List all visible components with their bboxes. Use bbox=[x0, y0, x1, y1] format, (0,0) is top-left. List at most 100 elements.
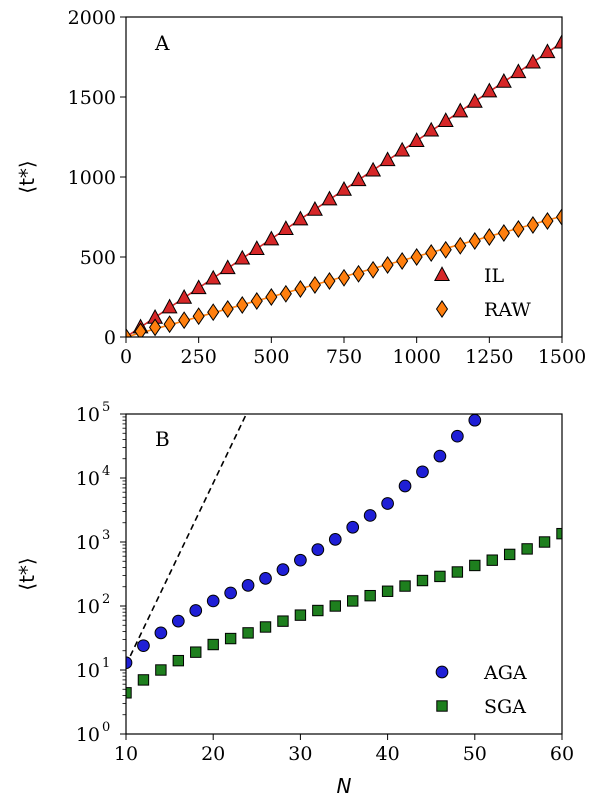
point-aga bbox=[451, 429, 464, 443]
point-sga bbox=[416, 574, 429, 587]
point-raw bbox=[207, 303, 220, 322]
point-il bbox=[277, 220, 294, 235]
point-sga bbox=[190, 646, 202, 658]
point-aga bbox=[346, 520, 360, 534]
panel-b-ylabel: ⟨t*⟩ bbox=[15, 557, 39, 590]
point-aga bbox=[276, 563, 290, 576]
panel-a-label: A bbox=[154, 31, 170, 55]
point-il bbox=[219, 259, 236, 275]
point-aga bbox=[363, 509, 377, 522]
point-aga bbox=[381, 497, 394, 510]
x-tick-label: 20 bbox=[201, 743, 225, 765]
point-sga bbox=[538, 536, 551, 548]
point-sga bbox=[155, 664, 167, 676]
point-raw bbox=[396, 252, 409, 270]
point-il bbox=[205, 269, 222, 285]
y-tick-label: 1500 bbox=[68, 87, 116, 109]
point-sga bbox=[294, 609, 307, 621]
panel-a-ticks: 0 250 500 750 1000 1250 1500 0 500 1000 1500 2000 bbox=[68, 7, 587, 368]
y-tick-label: 1000 bbox=[68, 167, 116, 189]
point-il bbox=[263, 230, 280, 246]
x-tick-label: 1250 bbox=[465, 346, 513, 368]
point-raw bbox=[221, 300, 234, 318]
point-raw bbox=[483, 228, 496, 246]
point-sga bbox=[469, 559, 481, 572]
point-sga bbox=[137, 674, 150, 686]
y-tick-label: 10 5 bbox=[76, 400, 110, 426]
point-sga bbox=[347, 595, 359, 607]
point-il bbox=[336, 180, 352, 196]
point-raw bbox=[178, 311, 191, 330]
panel-a-plot-area bbox=[126, 33, 562, 337]
point-raw bbox=[410, 248, 423, 266]
point-sga bbox=[399, 580, 411, 592]
point-aga bbox=[398, 479, 412, 493]
point-il bbox=[350, 171, 367, 187]
panel-a-frame bbox=[125, 16, 563, 338]
point-aga bbox=[294, 553, 307, 567]
point-sga bbox=[381, 585, 394, 597]
point-raw bbox=[439, 240, 452, 259]
y-tick-label: 10 0 bbox=[76, 720, 110, 746]
point-il bbox=[510, 63, 527, 79]
point-aga bbox=[328, 533, 342, 546]
point-raw bbox=[381, 256, 394, 274]
y-tick-label: 10 2 bbox=[76, 592, 110, 618]
point-aga bbox=[171, 614, 185, 628]
point-aga bbox=[137, 639, 150, 653]
x-tick-label: 750 bbox=[326, 346, 362, 368]
point-aga bbox=[154, 626, 168, 640]
point-raw bbox=[352, 264, 365, 283]
panel-b-plot-area bbox=[126, 414, 562, 699]
point-il bbox=[365, 161, 382, 177]
point-raw bbox=[126, 328, 133, 337]
point-sga bbox=[172, 654, 185, 667]
point-raw bbox=[454, 236, 467, 255]
point-il bbox=[524, 53, 541, 69]
point-il bbox=[292, 210, 309, 226]
point-raw bbox=[512, 220, 525, 238]
point-raw bbox=[468, 232, 481, 250]
x-tick-label: 1000 bbox=[392, 346, 440, 368]
y-tick-label-exponent: 3 bbox=[102, 528, 110, 543]
point-aga bbox=[241, 579, 255, 592]
x-tick-label: 0 bbox=[120, 346, 132, 368]
point-raw bbox=[497, 224, 510, 242]
point-sga bbox=[503, 548, 516, 561]
panel-a-ylabel: ⟨t*⟩ bbox=[15, 160, 39, 193]
point-raw bbox=[192, 307, 205, 326]
y-tick-label-base: 10 bbox=[76, 724, 100, 746]
panel-a-legend: IL RAW bbox=[434, 265, 531, 321]
point-sga bbox=[259, 621, 272, 633]
x-tick-label: 1500 bbox=[538, 346, 586, 368]
point-aga bbox=[189, 604, 203, 617]
point-il bbox=[495, 72, 512, 88]
point-sga bbox=[521, 543, 533, 555]
point-raw bbox=[367, 260, 380, 279]
y-tick-label-base: 10 bbox=[76, 468, 100, 490]
point-raw bbox=[323, 272, 336, 290]
reference-dashed-line bbox=[126, 414, 248, 666]
y-tick-label: 2000 bbox=[68, 7, 116, 29]
y-tick-label-base: 10 bbox=[76, 404, 100, 426]
legend-marker-sga bbox=[436, 700, 448, 712]
panel-b-legend: AGA SGA bbox=[435, 662, 527, 718]
point-aga bbox=[311, 543, 325, 556]
panel-b-frame bbox=[125, 413, 563, 735]
point-raw bbox=[425, 244, 438, 262]
y-tick-label-exponent: 4 bbox=[102, 464, 110, 479]
point-il bbox=[481, 82, 498, 98]
point-raw bbox=[279, 284, 292, 303]
point-sga bbox=[277, 615, 289, 627]
y-tick-label: 10 3 bbox=[76, 528, 110, 554]
point-aga bbox=[416, 465, 429, 479]
point-aga bbox=[433, 449, 447, 463]
point-sga bbox=[434, 570, 446, 583]
point-raw bbox=[149, 318, 162, 337]
panel-a: 0 250 500 750 1000 1250 1500 0 500 1000 1500 2000 A… bbox=[15, 7, 586, 368]
point-il bbox=[176, 288, 193, 304]
point-il bbox=[452, 102, 469, 118]
point-il bbox=[466, 92, 483, 108]
